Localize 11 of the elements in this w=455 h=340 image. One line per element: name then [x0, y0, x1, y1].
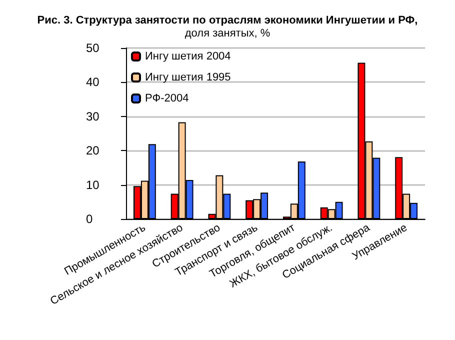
chart-subtitle: доля занятых, % — [184, 28, 270, 40]
y-tick-label: 10 — [86, 178, 100, 192]
y-tick-label: 40 — [86, 75, 100, 90]
legend-label: РФ-2004 — [145, 92, 189, 104]
y-tick-label: 50 — [86, 41, 100, 55]
y-tick-label: 30 — [86, 109, 100, 124]
legend-label: Ингу шетия 2004 — [145, 50, 231, 62]
legend-label: Ингу шетия 1995 — [145, 72, 231, 84]
y-tick-label: 0 — [86, 212, 93, 226]
chart-title: Рис. 3. Структура занятости по отраслям экономики Ингушетии и РФ, — [37, 14, 418, 26]
y-tick-label: 20 — [86, 144, 100, 158]
